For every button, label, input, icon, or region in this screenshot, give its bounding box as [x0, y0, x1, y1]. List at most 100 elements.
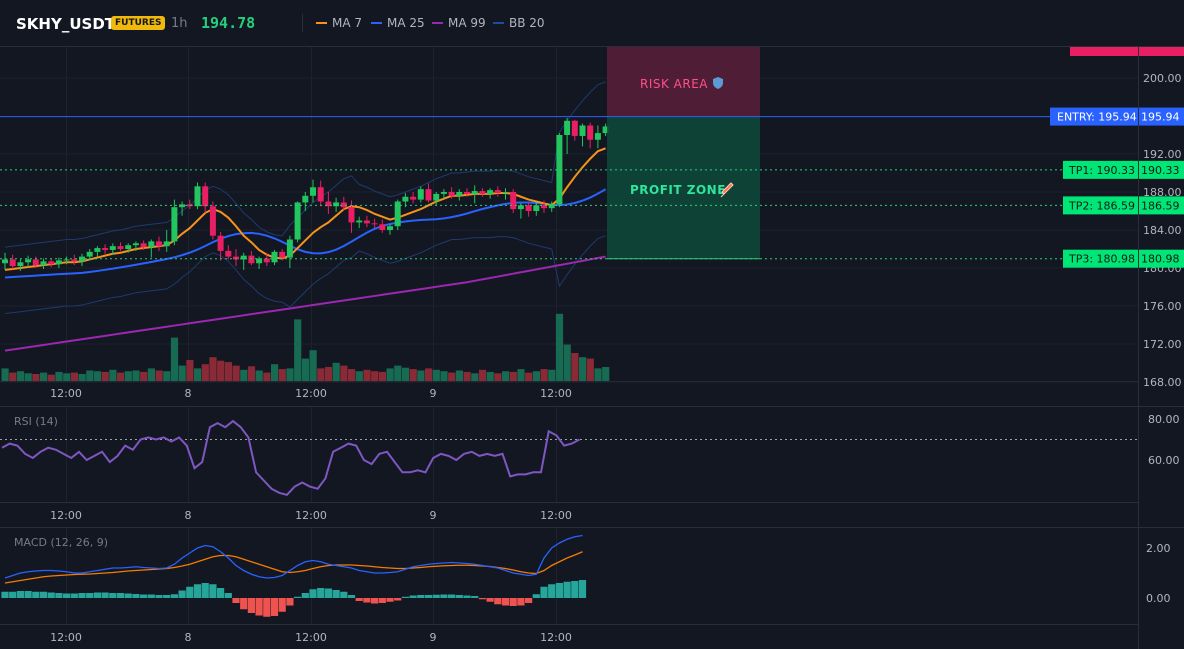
candle-body[interactable] — [517, 205, 524, 210]
candle-body[interactable] — [163, 241, 170, 247]
candle-body[interactable] — [464, 192, 470, 194]
candle-body[interactable] — [525, 205, 532, 211]
timeframe-label[interactable]: 1h — [171, 16, 188, 31]
candle-body[interactable] — [379, 224, 386, 230]
macd-histogram-bar — [578, 580, 587, 598]
macd-histogram-bar — [501, 598, 510, 606]
candle-body[interactable] — [356, 220, 363, 223]
take-profit-price-tag — [1139, 249, 1184, 268]
candle-body[interactable] — [579, 125, 586, 136]
candle-body[interactable] — [194, 186, 201, 207]
symbol-name[interactable]: SKHY_USDT — [16, 15, 116, 33]
candle-body[interactable] — [248, 255, 255, 264]
candle-body[interactable] — [233, 256, 239, 260]
candle-body[interactable] — [348, 207, 355, 223]
candle-body[interactable] — [479, 191, 486, 194]
candle-body[interactable] — [179, 204, 186, 208]
macd-line — [4, 534, 583, 579]
candle-body[interactable] — [448, 192, 455, 196]
risk-area-zone[interactable] — [607, 47, 760, 117]
candle-body[interactable] — [548, 204, 555, 209]
candle-body[interactable] — [340, 202, 347, 208]
candle-body[interactable] — [217, 235, 224, 251]
candle-body[interactable] — [71, 259, 78, 262]
candle-body[interactable] — [148, 241, 155, 248]
candle-body[interactable] — [371, 223, 378, 225]
candle-body[interactable] — [310, 187, 316, 196]
candle-body[interactable] — [302, 195, 309, 203]
candle-body[interactable] — [202, 186, 209, 207]
candle-body[interactable] — [510, 192, 517, 210]
candle-body[interactable] — [140, 243, 147, 248]
price-axis-label: 192.00 — [1143, 148, 1182, 161]
volume-bar — [509, 371, 517, 381]
candle-body[interactable] — [240, 255, 247, 260]
candle-body[interactable] — [541, 205, 547, 209]
candle-body[interactable] — [48, 261, 55, 265]
candle-body[interactable] — [102, 248, 109, 250]
candle-body[interactable] — [571, 120, 578, 136]
candle-body[interactable] — [32, 259, 39, 266]
candle-body[interactable] — [387, 226, 393, 230]
candle-body[interactable] — [594, 133, 601, 140]
bollinger-lower-line — [4, 235, 606, 315]
candle-body[interactable] — [2, 259, 8, 264]
candle-body[interactable] — [109, 246, 116, 250]
candle-body[interactable] — [186, 204, 193, 207]
candle-body[interactable] — [440, 192, 447, 194]
candle-body[interactable] — [471, 191, 478, 194]
volume-bar — [548, 369, 556, 381]
candle-body[interactable] — [556, 135, 563, 205]
candle-body[interactable] — [94, 248, 101, 252]
volume-bar — [563, 344, 571, 381]
candle-body[interactable] — [125, 245, 132, 249]
candle-body[interactable] — [333, 202, 340, 207]
candle-body[interactable] — [17, 262, 24, 267]
candle-body[interactable] — [587, 125, 594, 140]
candle-body[interactable] — [533, 205, 540, 211]
candle-body[interactable] — [494, 190, 501, 193]
candle-body[interactable] — [294, 202, 301, 240]
legend-ma99[interactable]: MA 99 — [432, 16, 486, 30]
candle-body[interactable] — [256, 258, 263, 264]
legend-bb20[interactable]: BB 20 — [493, 16, 545, 30]
candle-body[interactable] — [117, 246, 124, 249]
candle-body[interactable] — [402, 196, 409, 202]
profit-zone[interactable] — [607, 116, 760, 259]
candle-body[interactable] — [279, 251, 286, 258]
candle-body[interactable] — [410, 196, 417, 200]
candle-body[interactable] — [502, 192, 509, 193]
candle-body[interactable] — [317, 187, 324, 202]
volume-bar — [124, 371, 132, 381]
candle-body[interactable] — [456, 192, 463, 196]
candle-body[interactable] — [602, 126, 609, 134]
candle-body[interactable] — [425, 189, 432, 201]
price-axis-label: 200.00 — [1143, 72, 1182, 85]
candle-body[interactable] — [271, 251, 278, 263]
candle-body[interactable] — [487, 190, 494, 194]
candle-body[interactable] — [86, 251, 93, 257]
volume-bar — [386, 368, 394, 381]
legend-ma25[interactable]: MA 25 — [371, 16, 425, 30]
candle-body[interactable] — [263, 258, 270, 263]
candle-body[interactable] — [156, 241, 162, 247]
candle-body[interactable] — [363, 220, 370, 224]
candle-body[interactable] — [433, 193, 440, 201]
candle-body[interactable] — [132, 243, 139, 246]
candle-body[interactable] — [55, 260, 62, 265]
candle-body[interactable] — [40, 261, 47, 266]
candle-body[interactable] — [225, 250, 232, 257]
candle-body[interactable] — [417, 189, 424, 200]
legend-ma7[interactable]: MA 7 — [316, 16, 362, 30]
candle-body[interactable] — [394, 201, 401, 227]
candle-body[interactable] — [25, 259, 32, 263]
candle-body[interactable] — [9, 259, 16, 267]
candle-body[interactable] — [171, 207, 178, 242]
candle-body[interactable] — [63, 259, 70, 261]
price-axis-label: 172.00 — [1143, 338, 1182, 351]
candle-body[interactable] — [209, 206, 216, 236]
candle-body[interactable] — [564, 120, 571, 135]
candle-body[interactable] — [286, 239, 293, 258]
candle-body[interactable] — [325, 201, 332, 207]
